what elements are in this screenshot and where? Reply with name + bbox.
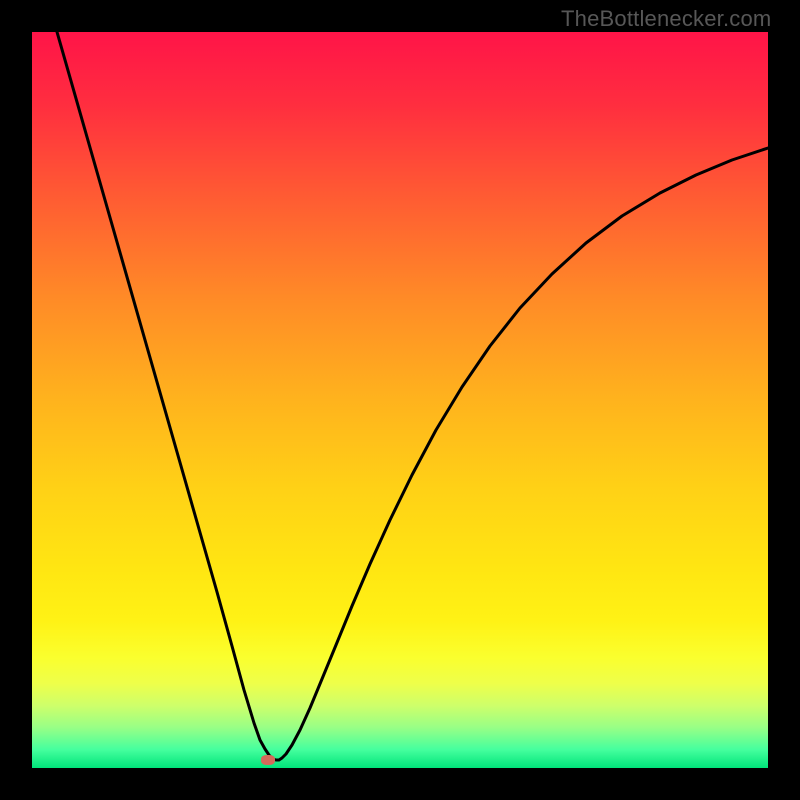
plot-area bbox=[32, 32, 768, 768]
watermark-text: TheBottlenecker.com bbox=[561, 6, 771, 32]
optimum-marker bbox=[261, 755, 275, 765]
bottleneck-curve bbox=[32, 32, 768, 768]
curve-path bbox=[57, 32, 768, 760]
